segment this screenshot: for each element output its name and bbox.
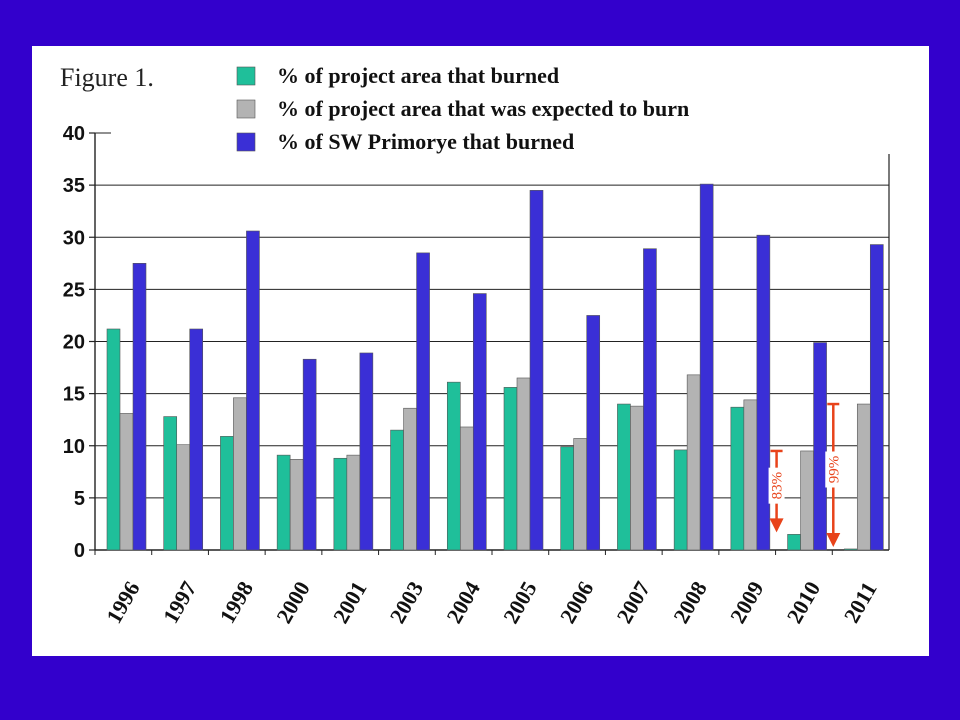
sw-primorye-bar — [529, 190, 544, 551]
annotation-arrowhead — [826, 532, 841, 547]
x-tick-label: 1997 — [158, 577, 202, 628]
sw-primorye-bar — [416, 252, 430, 551]
x-tick-label: 2006 — [555, 577, 599, 628]
x-tick-label: 2005 — [498, 577, 542, 628]
expected-bar — [346, 454, 361, 551]
expected-bar — [630, 405, 644, 551]
sw-primorye-bar — [302, 358, 317, 551]
expected-bar — [176, 444, 191, 551]
legend-swatch — [236, 66, 256, 86]
expected-bar — [119, 413, 134, 551]
sw-primorye-bar — [643, 248, 657, 551]
x-tick-label: 2010 — [782, 577, 826, 628]
chart-legend: % of project area that burned % of projec… — [236, 63, 689, 154]
expected-bar — [573, 438, 588, 551]
x-tick-label: 2007 — [611, 577, 655, 628]
burned-bar — [787, 534, 801, 551]
y-tick-label: 30 — [63, 227, 85, 249]
y-tick-label: 10 — [63, 436, 85, 458]
burned-bar — [560, 446, 575, 551]
burned-bar — [390, 429, 404, 551]
burned-bar — [843, 548, 858, 551]
expected-bar — [459, 426, 474, 551]
sw-primorye-bar — [813, 342, 827, 551]
burned-bar — [730, 406, 745, 551]
sw-primorye-bar — [359, 352, 374, 551]
expected-bar — [743, 399, 758, 551]
legend-label: % of project area that burned — [277, 63, 559, 88]
x-tick-label: 2004 — [441, 577, 485, 628]
burned-bar — [276, 454, 291, 551]
x-tick-label: 1998 — [214, 577, 258, 628]
legend-label: % of SW Primorye that burned — [277, 129, 574, 154]
y-tick-label: 35 — [63, 175, 85, 197]
expected-bar — [800, 450, 814, 551]
annotation-label: 99% — [826, 456, 842, 484]
sw-primorye-bar — [586, 315, 601, 551]
expected-bar — [686, 374, 701, 551]
expected-bar — [233, 397, 247, 551]
burned-bar — [163, 416, 178, 551]
x-tick-label: 2011 — [839, 577, 882, 627]
y-tick-label: 25 — [63, 279, 85, 301]
sw-primorye-bar — [699, 183, 714, 551]
burned-bar — [503, 387, 518, 551]
expected-bar — [289, 459, 304, 551]
sw-primorye-bar — [756, 234, 771, 551]
sw-primorye-bar — [246, 230, 260, 551]
sw-primorye-bar — [189, 328, 204, 551]
annotation-label-bg — [768, 467, 785, 504]
x-tick-label: 2008 — [668, 577, 712, 628]
legend-swatch — [236, 132, 256, 152]
sw-primorye-bar — [472, 293, 487, 551]
legend-label: % of project area that was expected to b… — [277, 96, 689, 121]
burned-bar — [220, 436, 234, 551]
x-tick-label: 1996 — [101, 577, 145, 628]
annotation-label-bg — [825, 451, 842, 488]
x-tick-label: 2009 — [725, 577, 769, 628]
plot-area: 0 5 10 15 20 25 30 35 40 1996 1997 1998 2000 2001 2003… — [63, 123, 890, 628]
y-tick-label: 15 — [63, 384, 85, 406]
y-tick-label: 0 — [74, 540, 85, 562]
x-tick-label: 2001 — [328, 577, 372, 628]
burned-bar — [446, 381, 461, 551]
annotation-label: 83% — [770, 472, 786, 500]
y-tick-label: 5 — [74, 488, 85, 510]
expected-bar — [856, 403, 871, 551]
expected-bar — [403, 407, 417, 551]
expected-bar — [516, 377, 531, 551]
annotation-arrowhead — [769, 518, 784, 533]
slide-panel: Figure 1. % of project area that burned%… — [32, 46, 929, 656]
burned-bar — [333, 457, 348, 551]
sw-primorye-bar — [869, 244, 884, 551]
bar-chart: Figure 1. % of project area that burned%… — [60, 63, 890, 628]
y-tick-label: 20 — [63, 332, 85, 354]
y-tick-label: 40 — [63, 123, 85, 145]
sw-primorye-bar — [132, 263, 147, 551]
burned-bar — [617, 403, 631, 551]
x-tick-label: 2003 — [385, 577, 429, 628]
burned-bar — [106, 328, 121, 551]
legend-swatch — [236, 99, 256, 119]
x-tick-label: 2000 — [271, 577, 315, 628]
figure-label: Figure 1. — [60, 63, 154, 92]
burned-bar — [673, 449, 688, 551]
